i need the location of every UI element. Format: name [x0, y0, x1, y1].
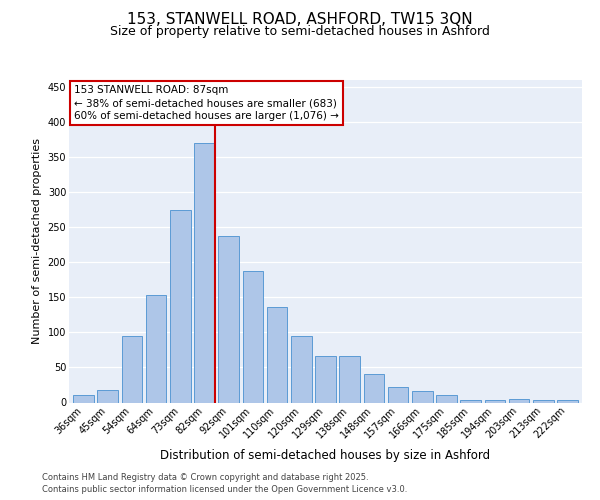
Bar [460, 400, 481, 402]
Bar [340, 356, 360, 403]
Bar [218, 236, 239, 402]
Bar [97, 390, 118, 402]
Text: Size of property relative to semi-detached houses in Ashford: Size of property relative to semi-detach… [110, 25, 490, 38]
Bar [412, 390, 433, 402]
Bar [242, 270, 263, 402]
Text: 153 STANWELL ROAD: 87sqm
← 38% of semi-detached houses are smaller (683)
60% of : 153 STANWELL ROAD: 87sqm ← 38% of semi-d… [74, 85, 339, 121]
Bar [170, 210, 191, 402]
Bar [267, 307, 287, 402]
Bar [146, 295, 166, 403]
Bar [436, 396, 457, 402]
Y-axis label: Number of semi-detached properties: Number of semi-detached properties [32, 138, 42, 344]
Bar [194, 143, 215, 403]
Bar [73, 396, 94, 402]
Text: 153, STANWELL ROAD, ASHFORD, TW15 3QN: 153, STANWELL ROAD, ASHFORD, TW15 3QN [127, 12, 473, 28]
Bar [315, 356, 336, 403]
Bar [485, 400, 505, 402]
X-axis label: Distribution of semi-detached houses by size in Ashford: Distribution of semi-detached houses by … [160, 448, 491, 462]
Bar [533, 400, 554, 402]
Bar [557, 400, 578, 402]
Bar [509, 399, 529, 402]
Bar [364, 374, 384, 402]
Bar [388, 387, 409, 402]
Text: Contains HM Land Registry data © Crown copyright and database right 2025.
Contai: Contains HM Land Registry data © Crown c… [42, 473, 407, 494]
Bar [122, 336, 142, 402]
Bar [291, 336, 311, 402]
